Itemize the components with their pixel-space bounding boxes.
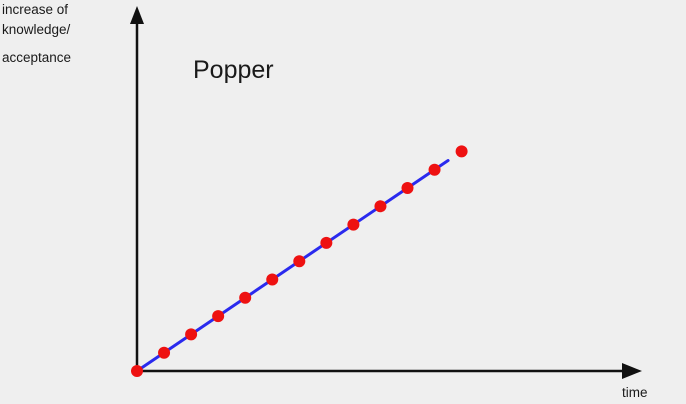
y-axis-label-line-2: knowledge/	[2, 22, 71, 37]
progress-line-layer	[135, 159, 450, 373]
data-point	[212, 310, 225, 323]
data-point	[293, 255, 306, 268]
data-point	[239, 291, 252, 304]
data-point	[320, 236, 333, 249]
data-point	[185, 328, 198, 341]
data-point	[455, 145, 468, 158]
x-axis-arrowhead	[622, 363, 642, 379]
progress-line	[135, 159, 450, 373]
x-axis-label: time	[622, 385, 648, 400]
data-point	[266, 273, 279, 286]
data-point	[428, 163, 441, 176]
data-point	[401, 182, 414, 194]
data-point	[374, 200, 387, 213]
data-point	[347, 218, 360, 231]
y-axis-arrowhead	[130, 6, 144, 24]
data-point	[131, 365, 143, 377]
data-point	[158, 346, 171, 359]
y-axis-label-line-3: acceptance	[2, 50, 72, 65]
y-axis-label-line-1: increase of	[2, 2, 69, 17]
diagram-title: Popper	[193, 56, 274, 84]
data-points-layer	[131, 145, 468, 377]
